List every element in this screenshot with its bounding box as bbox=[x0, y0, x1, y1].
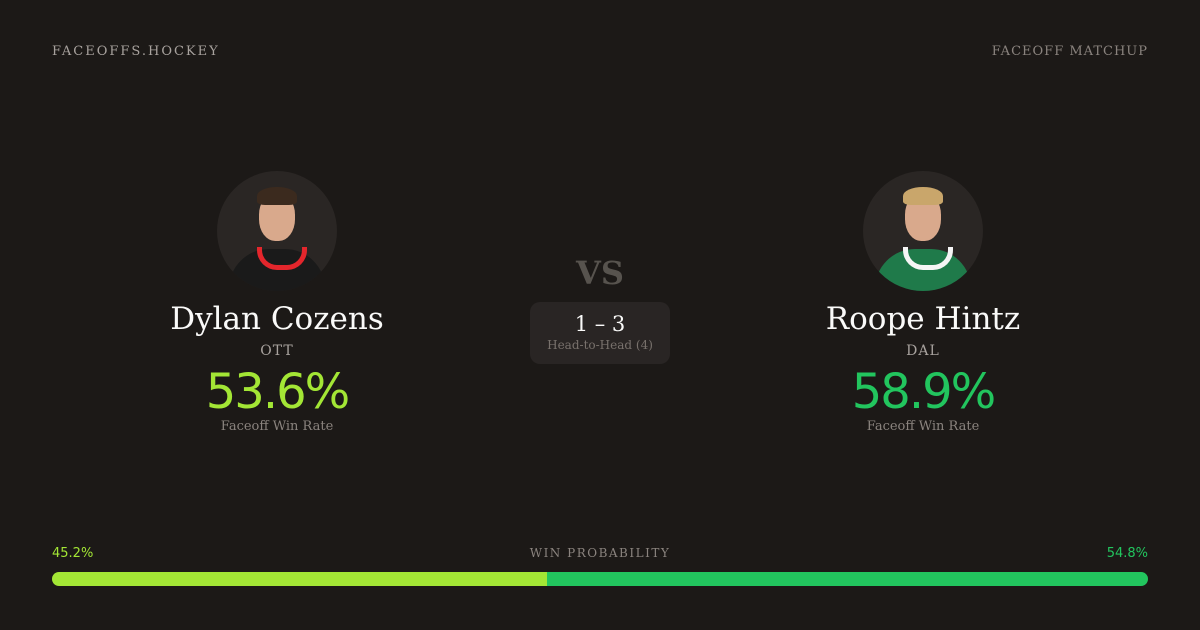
head-to-head-score: 1 – 3 bbox=[574, 312, 626, 336]
jersey bbox=[875, 249, 971, 291]
player-card-right: Roope Hintz DAL 58.9% Faceoff Win Rate bbox=[773, 171, 1073, 434]
win-probability-right: 54.8% bbox=[1106, 546, 1148, 561]
jersey bbox=[229, 249, 325, 291]
player-avatar bbox=[217, 171, 337, 291]
player-hair bbox=[903, 187, 943, 205]
brand-logo-text: FACEOFFS.HOCKEY bbox=[52, 44, 220, 59]
win-probability-left: 45.2% bbox=[52, 546, 94, 561]
player-hair bbox=[257, 187, 297, 205]
player-name: Roope Hintz bbox=[825, 301, 1021, 337]
faceoff-win-rate-label: Faceoff Win Rate bbox=[220, 419, 334, 434]
jersey-collar bbox=[257, 247, 307, 270]
player-team: DAL bbox=[906, 343, 940, 359]
page-tag: FACEOFF MATCHUP bbox=[991, 44, 1148, 59]
player-name: Dylan Cozens bbox=[170, 301, 384, 337]
player-card-left: Dylan Cozens OTT 53.6% Faceoff Win Rate bbox=[127, 171, 427, 434]
player-avatar bbox=[863, 171, 983, 291]
head-to-head-label: Head-to-Head (4) bbox=[547, 338, 653, 352]
player-team: OTT bbox=[260, 343, 294, 359]
win-probability-bar bbox=[52, 572, 1148, 586]
head-to-head-box: 1 – 3 Head-to-Head (4) bbox=[530, 302, 670, 364]
faceoff-win-rate: 58.9% bbox=[851, 364, 996, 420]
faceoff-win-rate-label: Faceoff Win Rate bbox=[866, 419, 980, 434]
win-probability-segment-left bbox=[52, 572, 548, 586]
faceoff-win-rate: 53.6% bbox=[205, 364, 350, 420]
jersey-collar bbox=[903, 247, 953, 270]
versus-label: VS bbox=[576, 254, 624, 292]
win-probability-segment-right bbox=[547, 572, 1148, 586]
win-probability-label: WIN PROBABILITY bbox=[529, 546, 671, 560]
